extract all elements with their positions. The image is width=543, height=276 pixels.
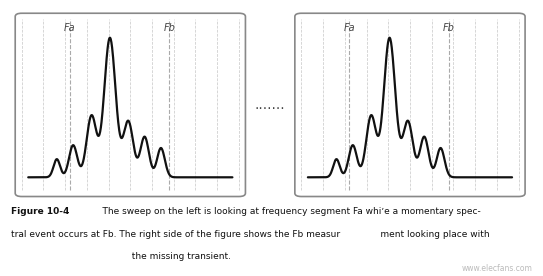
- Text: tral event occurs at Fb. The right side of the figure shows the Fb measur       : tral event occurs at Fb. The right side …: [11, 230, 489, 239]
- Text: Fb: Fb: [443, 23, 455, 33]
- Text: .......: .......: [255, 98, 286, 112]
- FancyBboxPatch shape: [15, 13, 245, 197]
- Text: Fa: Fa: [64, 23, 75, 33]
- Text: Figure 10-4: Figure 10-4: [11, 207, 70, 216]
- Text: The sweep on the left is looking at frequency segment Fa whiʼe a momentary spec-: The sweep on the left is looking at freq…: [91, 207, 481, 216]
- Text: Fb: Fb: [163, 23, 175, 33]
- Text: www.elecfans.com: www.elecfans.com: [461, 264, 532, 273]
- FancyBboxPatch shape: [295, 13, 525, 197]
- Text: Fa: Fa: [343, 23, 355, 33]
- Text: the missing transient.: the missing transient.: [11, 252, 231, 261]
